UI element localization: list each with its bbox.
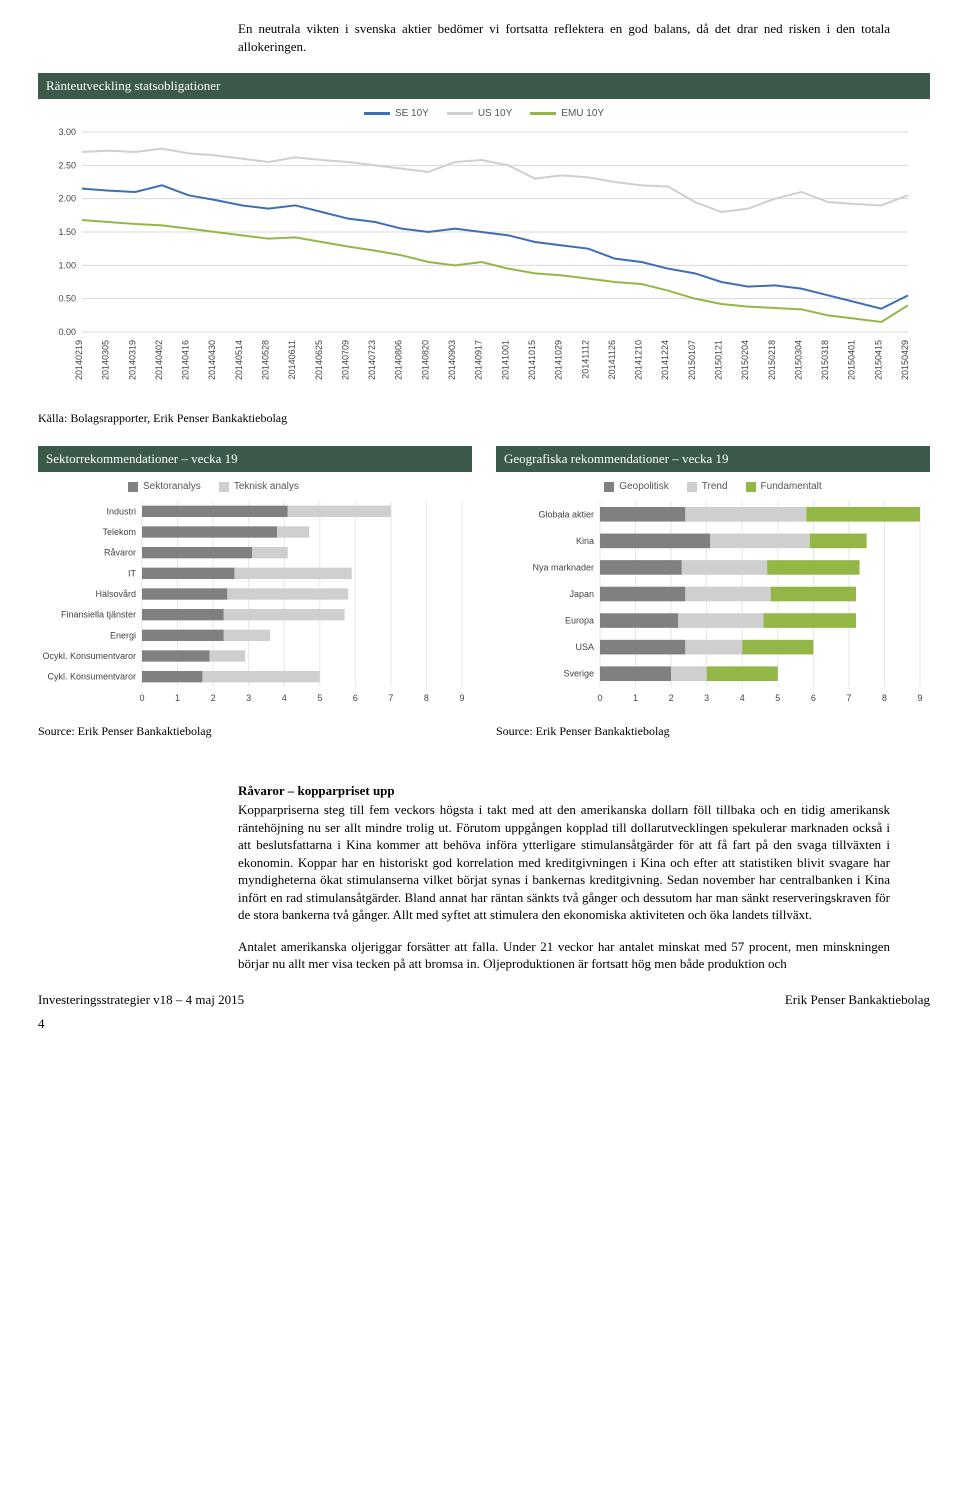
svg-text:2: 2: [669, 693, 674, 703]
svg-text:20140219: 20140219: [74, 340, 84, 380]
svg-text:20140319: 20140319: [127, 340, 137, 380]
svg-text:2: 2: [211, 693, 216, 703]
svg-text:4: 4: [282, 693, 287, 703]
rate-chart-header: Ränteutveckling statsobligationer: [38, 73, 930, 99]
svg-text:3: 3: [704, 693, 709, 703]
svg-text:20141029: 20141029: [554, 340, 564, 380]
svg-text:20140514: 20140514: [234, 340, 244, 380]
svg-text:IT: IT: [128, 569, 137, 579]
svg-text:7: 7: [388, 693, 393, 703]
svg-text:Japan: Japan: [569, 589, 594, 599]
body-para-1: Kopparpriserna steg till fem veckors hög…: [238, 801, 890, 924]
svg-text:20150415: 20150415: [873, 340, 883, 380]
svg-text:3.00: 3.00: [58, 127, 76, 137]
svg-text:Cykl. Konsumentvaror: Cykl. Konsumentvaror: [47, 672, 136, 682]
svg-text:20140625: 20140625: [314, 340, 324, 380]
svg-text:USA: USA: [575, 643, 594, 653]
svg-text:20150204: 20150204: [740, 340, 750, 380]
svg-text:Ocykl. Konsumentvaror: Ocykl. Konsumentvaror: [42, 651, 136, 661]
svg-text:8: 8: [882, 693, 887, 703]
svg-text:20140806: 20140806: [394, 340, 404, 380]
svg-text:20140528: 20140528: [261, 340, 271, 380]
svg-text:Energi: Energi: [110, 631, 136, 641]
sector-bar-chart: 0 1 2 3 4 5 6 7 8 9 Industri Telekom Råvaror IT Hälsov…: [38, 497, 472, 707]
svg-text:3: 3: [246, 693, 251, 703]
rate-chart-legend: SE 10YUS 10YEMU 10Y: [38, 107, 930, 121]
svg-text:20150429: 20150429: [900, 340, 910, 380]
svg-text:20141015: 20141015: [527, 340, 537, 380]
svg-text:Telekom: Telekom: [102, 527, 136, 537]
sector-chart-legend: SektoranalysTeknisk analys: [128, 480, 472, 494]
svg-text:20141112: 20141112: [580, 340, 590, 379]
svg-text:0: 0: [597, 693, 602, 703]
svg-text:20141001: 20141001: [500, 340, 510, 380]
svg-text:2.50: 2.50: [58, 160, 76, 170]
svg-text:20150218: 20150218: [767, 340, 777, 380]
rate-chart-source: Källa: Bolagsrapporter, Erik Penser Bank…: [38, 410, 930, 426]
svg-text:8: 8: [424, 693, 429, 703]
svg-text:20140723: 20140723: [367, 340, 377, 380]
sector-chart-header: Sektorrekommendationer – vecka 19: [38, 446, 472, 472]
svg-text:Kina: Kina: [576, 536, 594, 546]
svg-text:Hälsovård: Hälsovård: [95, 589, 136, 599]
svg-text:20150121: 20150121: [713, 340, 723, 380]
svg-text:7: 7: [846, 693, 851, 703]
svg-text:2.00: 2.00: [58, 194, 76, 204]
footer-right: Erik Penser Bankaktiebolag: [785, 991, 930, 1009]
svg-text:5: 5: [317, 693, 322, 703]
svg-text:0.50: 0.50: [58, 294, 76, 304]
svg-text:Europa: Europa: [565, 616, 594, 626]
svg-text:4: 4: [740, 693, 745, 703]
svg-text:20150304: 20150304: [793, 340, 803, 380]
svg-text:20140903: 20140903: [447, 340, 457, 380]
geo-chart-source: Source: Erik Penser Bankaktiebolag: [496, 723, 930, 739]
svg-text:1: 1: [633, 693, 638, 703]
svg-text:20140917: 20140917: [474, 340, 484, 380]
svg-text:0: 0: [139, 693, 144, 703]
svg-text:9: 9: [459, 693, 464, 703]
geo-chart-header: Geografiska rekommendationer – vecka 19: [496, 446, 930, 472]
svg-text:20141126: 20141126: [607, 340, 617, 379]
svg-text:Industri: Industri: [106, 507, 136, 517]
svg-text:Globala aktier: Globala aktier: [538, 510, 594, 520]
svg-text:20150401: 20150401: [847, 340, 857, 380]
svg-text:Finansiella tjänster: Finansiella tjänster: [61, 610, 136, 620]
svg-text:6: 6: [353, 693, 358, 703]
svg-text:Nya marknader: Nya marknader: [532, 563, 594, 573]
svg-text:20140402: 20140402: [154, 340, 164, 380]
svg-text:20150318: 20150318: [820, 340, 830, 380]
geo-chart-legend: GeopolitiskTrendFundamentalt: [496, 480, 930, 494]
svg-text:9: 9: [917, 693, 922, 703]
svg-text:20140305: 20140305: [101, 340, 111, 380]
body-heading: Råvaror – kopparpriset upp: [238, 782, 890, 800]
page-footer: Investeringsstrategier v18 – 4 maj 2015 …: [38, 991, 930, 1009]
svg-text:20140611: 20140611: [287, 340, 297, 379]
svg-text:20140709: 20140709: [340, 340, 350, 380]
svg-text:20141224: 20141224: [660, 340, 670, 380]
body-para-2: Antalet amerikanska oljeriggar forsätter…: [238, 938, 890, 973]
svg-text:Råvaror: Råvaror: [104, 548, 136, 558]
svg-text:20150107: 20150107: [687, 340, 697, 380]
rate-line-chart: 0.00 0.50 1.00 1.50 2.00 2.50 3.00 20140219 2014…: [38, 124, 930, 394]
svg-text:20141210: 20141210: [634, 340, 644, 380]
intro-paragraph: En neutrala vikten i svenska aktier bedö…: [238, 20, 890, 55]
sector-chart-source: Source: Erik Penser Bankaktiebolag: [38, 723, 472, 739]
svg-text:20140430: 20140430: [207, 340, 217, 380]
svg-text:6: 6: [811, 693, 816, 703]
svg-text:0.00: 0.00: [58, 327, 76, 337]
svg-text:1.00: 1.00: [58, 260, 76, 270]
svg-text:Sverige: Sverige: [563, 669, 594, 679]
svg-text:20140820: 20140820: [420, 340, 430, 380]
page-number: 4: [38, 1015, 930, 1033]
svg-text:1.50: 1.50: [58, 227, 76, 237]
svg-text:1: 1: [175, 693, 180, 703]
footer-left: Investeringsstrategier v18 – 4 maj 2015: [38, 991, 244, 1009]
svg-text:20140416: 20140416: [181, 340, 191, 380]
svg-text:5: 5: [775, 693, 780, 703]
geo-bar-chart: 0 1 2 3 4 5 6 7 8 9 Globala aktier Kina Nya marknade…: [496, 497, 930, 707]
